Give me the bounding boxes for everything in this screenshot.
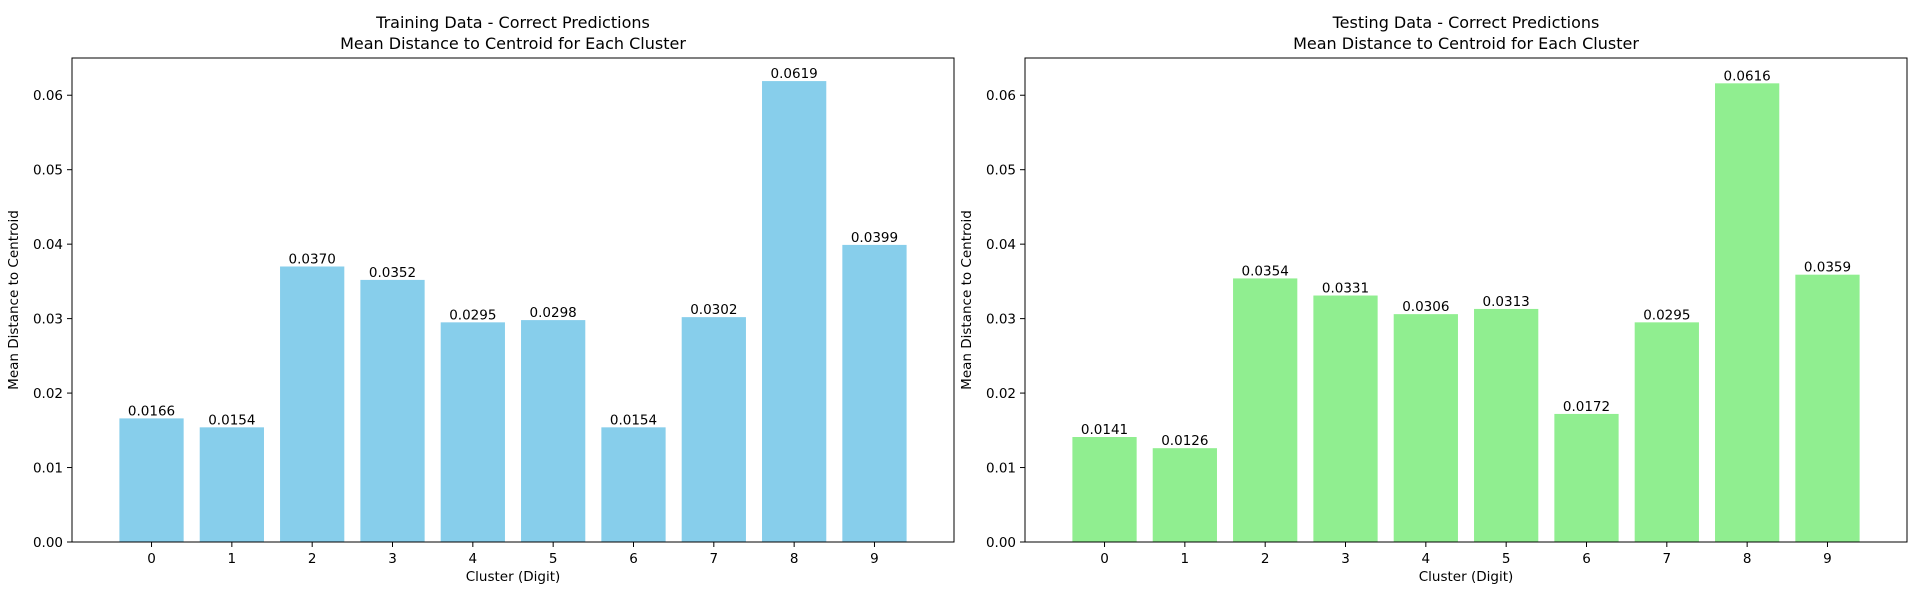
data-label-2: 0.0354: [1242, 263, 1289, 279]
chart-subtitle: Mean Distance to Centroid for Each Clust…: [340, 34, 686, 53]
y-tick-label: 0.00: [986, 535, 1016, 551]
data-label-3: 0.0352: [369, 265, 416, 281]
bar-8: [762, 81, 827, 542]
data-label-7: 0.0295: [1643, 307, 1690, 323]
x-tick-label: 9: [870, 551, 879, 567]
x-tick-label: 6: [629, 551, 638, 567]
y-tick-label: 0.05: [33, 163, 63, 179]
bar-3: [1313, 295, 1378, 542]
x-tick-label: 7: [1663, 551, 1672, 567]
bar-6: [1554, 413, 1619, 542]
data-label-5: 0.0298: [530, 305, 577, 321]
x-tick-label: 7: [710, 551, 719, 567]
chart-title: Training Data - Correct Predictions: [375, 13, 650, 32]
y-tick-label: 0.06: [986, 88, 1016, 104]
bar-0: [1072, 437, 1137, 542]
x-tick-label: 1: [228, 551, 237, 567]
plot-frame: [71, 57, 955, 543]
x-tick-label: 0: [147, 551, 156, 567]
y-tick-label: 0.05: [986, 163, 1016, 179]
x-tick-label: 6: [1582, 551, 1591, 567]
x-tick-label: 2: [308, 551, 317, 567]
x-tick-label: 8: [1743, 551, 1752, 567]
data-label-2: 0.0370: [289, 251, 336, 267]
x-tick-label: 4: [469, 551, 478, 567]
y-axis-label: Mean Distance to Centroid: [959, 210, 975, 390]
x-tick-label: 0: [1100, 551, 1109, 567]
y-axis-label: Mean Distance to Centroid: [6, 210, 22, 390]
x-tick-label: 8: [790, 551, 799, 567]
bar-4: [440, 322, 505, 542]
y-tick-label: 0.02: [33, 386, 63, 402]
bar-0: [119, 418, 184, 542]
x-tick-label: 5: [1502, 551, 1511, 567]
y-tick-label: 0.04: [986, 237, 1016, 253]
y-tick-label: 0.04: [33, 237, 63, 253]
bar-8: [1715, 83, 1780, 542]
y-tick-label: 0.00: [33, 535, 63, 551]
bar-5: [1474, 308, 1539, 542]
x-tick-label: 2: [1261, 551, 1270, 567]
bar-5: [521, 320, 586, 542]
x-tick-label: 4: [1422, 551, 1431, 567]
y-tick-label: 0.02: [986, 386, 1016, 402]
data-label-8: 0.0616: [1724, 68, 1771, 84]
bar-9: [842, 244, 907, 542]
bar-9: [1795, 274, 1860, 542]
data-label-6: 0.0172: [1563, 399, 1610, 415]
y-tick-label: 0.01: [33, 461, 63, 477]
x-tick-label: 9: [1823, 551, 1832, 567]
data-label-9: 0.0399: [851, 230, 898, 246]
bar-1: [1152, 448, 1217, 542]
y-tick-label: 0.06: [33, 88, 63, 104]
data-label-1: 0.0126: [1161, 433, 1208, 449]
bar-3: [360, 279, 425, 542]
data-label-5: 0.0313: [1483, 294, 1530, 310]
bar-4: [1393, 314, 1458, 542]
y-tick-label: 0.03: [986, 312, 1016, 328]
bar-1: [199, 427, 264, 542]
x-axis-label: Cluster (Digit): [466, 569, 561, 585]
bar-2: [280, 266, 345, 542]
y-tick-label: 0.01: [986, 461, 1016, 477]
x-tick-label: 3: [1341, 551, 1350, 567]
x-axis-label: Cluster (Digit): [1419, 569, 1514, 585]
data-label-7: 0.0302: [690, 302, 737, 318]
bar-7: [681, 317, 746, 542]
data-label-9: 0.0359: [1804, 260, 1851, 276]
data-label-8: 0.0619: [771, 66, 818, 82]
chart-title: Testing Data - Correct Predictions: [1332, 13, 1600, 32]
bar-6: [601, 427, 666, 542]
y-tick-label: 0.03: [33, 312, 63, 328]
x-tick-label: 1: [1181, 551, 1190, 567]
x-tick-label: 5: [549, 551, 558, 567]
x-tick-label: 3: [388, 551, 397, 567]
bar-2: [1233, 278, 1298, 542]
plot-frame: [1024, 57, 1908, 543]
data-label-1: 0.0154: [208, 412, 255, 428]
data-label-0: 0.0141: [1081, 422, 1128, 438]
bar-7: [1634, 322, 1699, 542]
data-label-0: 0.0166: [128, 403, 175, 419]
data-label-6: 0.0154: [610, 412, 657, 428]
data-label-4: 0.0295: [449, 307, 496, 323]
chart-subtitle: Mean Distance to Centroid for Each Clust…: [1293, 34, 1639, 53]
data-label-3: 0.0331: [1322, 281, 1369, 297]
data-label-4: 0.0306: [1402, 299, 1449, 315]
